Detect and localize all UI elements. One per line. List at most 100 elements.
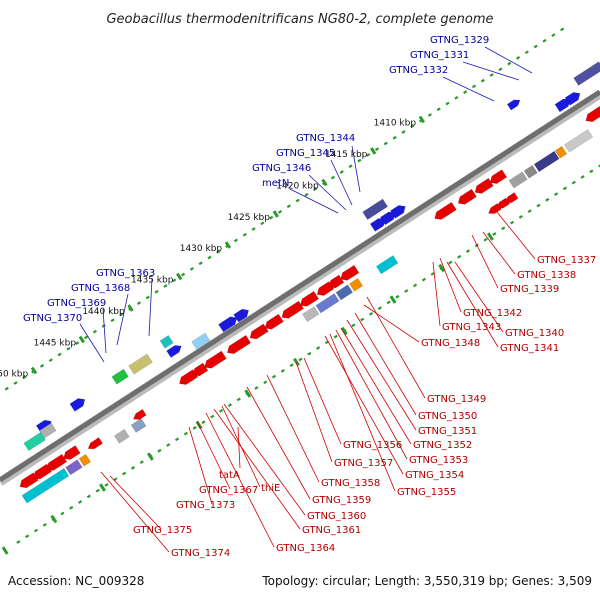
gene-feature[interactable] (63, 445, 81, 460)
gene-label[interactable]: GTNG_1352 (413, 440, 472, 451)
gene-label[interactable]: GTNG_1342 (463, 308, 522, 319)
gene-feature[interactable] (21, 467, 70, 504)
guide-dot (166, 443, 171, 447)
gene-label[interactable]: GTNG_1343 (442, 322, 501, 333)
gene-feature[interactable] (218, 316, 238, 333)
gene-feature[interactable] (362, 198, 389, 221)
gene-label[interactable]: GTNG_1339 (500, 284, 559, 295)
gene-label[interactable]: GTNG_1357 (334, 458, 393, 469)
leader-line (471, 234, 499, 289)
gene-feature[interactable] (585, 104, 600, 123)
gene-label[interactable]: GTNG_1373 (176, 500, 235, 511)
gene-feature[interactable] (564, 92, 581, 106)
leader-line (223, 403, 306, 516)
gene-feature[interactable] (132, 408, 147, 420)
gene-feature[interactable] (23, 431, 46, 452)
genome-backbone (0, 89, 600, 486)
leader-line (329, 333, 396, 492)
gene-label[interactable]: GTNG_1354 (405, 470, 464, 481)
gene-feature[interactable] (340, 264, 360, 281)
gene-feature[interactable] (434, 201, 457, 220)
gene-label[interactable]: GTNG_1360 (307, 511, 366, 522)
gene-feature[interactable] (204, 350, 227, 369)
gene-label[interactable]: GTNG_1331 (410, 50, 469, 61)
guide-dot (448, 260, 453, 265)
gene-feature[interactable] (113, 428, 130, 444)
leader-line (335, 329, 408, 460)
gene-label[interactable]: metN (262, 178, 289, 189)
gene-label[interactable]: GTNG_1355 (397, 487, 456, 498)
gene-label[interactable]: tatA (219, 470, 240, 481)
gene-feature[interactable] (166, 345, 182, 358)
gene-feature[interactable] (504, 192, 519, 204)
guide-dot (421, 277, 426, 282)
gene-label[interactable]: GTNG_1364 (276, 543, 335, 554)
gene-label[interactable]: GTNG_1361 (302, 525, 361, 536)
gene-label[interactable]: GTNG_1356 (343, 440, 402, 451)
gene-feature[interactable] (78, 453, 92, 467)
gene-label[interactable]: GTNG_1375 (133, 525, 192, 536)
gene-feature[interactable] (39, 422, 57, 439)
gene-feature[interactable] (301, 306, 320, 323)
gene-label[interactable]: thiE (261, 483, 280, 494)
gene-label[interactable]: GTNG_1348 (421, 338, 480, 349)
gene-label[interactable]: GTNG_1368 (71, 283, 130, 294)
gene-feature[interactable] (506, 99, 521, 111)
gene-label[interactable]: GTNG_1370 (23, 313, 82, 324)
gene-feature[interactable] (264, 313, 284, 330)
gene-label[interactable]: GTNG_1346 (252, 163, 311, 174)
gene-feature[interactable] (65, 459, 83, 476)
guide-dot (60, 511, 65, 516)
gene-feature[interactable] (111, 368, 129, 385)
gene-label[interactable]: GTNG_1340 (505, 328, 564, 339)
gene-label[interactable]: GTNG_1374 (171, 548, 230, 559)
gene-feature[interactable] (233, 308, 250, 323)
gene-label[interactable]: GTNG_1338 (517, 270, 576, 281)
gene-feature[interactable] (226, 334, 252, 355)
gene-label[interactable]: GTNG_1341 (500, 343, 559, 354)
gene-feature[interactable] (87, 437, 103, 450)
gene-feature[interactable] (375, 255, 399, 275)
gene-label[interactable]: GTNG_1337 (537, 255, 596, 266)
gene-feature[interactable] (457, 188, 477, 205)
gene-label[interactable]: GTNG_1345 (276, 148, 335, 159)
gene-feature[interactable] (315, 293, 340, 314)
gene-feature[interactable] (554, 145, 568, 159)
gene-feature[interactable] (573, 61, 600, 86)
gene-feature[interactable] (128, 353, 153, 375)
leader-line (363, 304, 420, 343)
gene-feature[interactable] (281, 300, 305, 319)
kbp-ticks: 1410 kbp 1415 kbp 1420 kbp 1425 kbp 1430 kbp… (0, 115, 494, 555)
leader-line (354, 312, 417, 416)
gene-feature[interactable] (489, 169, 508, 184)
gene-feature[interactable] (389, 205, 406, 219)
gene-label[interactable]: GTNG_1353 (409, 455, 468, 466)
gene-feature[interactable] (523, 164, 538, 179)
gene-feature[interactable] (299, 290, 320, 307)
guide-dot (498, 67, 503, 72)
gene-label[interactable]: GTNG_1349 (427, 394, 486, 405)
gene-label[interactable]: GTNG_1358 (321, 478, 380, 489)
gene-feature[interactable] (335, 284, 354, 301)
gene-feature[interactable] (533, 150, 560, 173)
gene-label[interactable]: GTNG_1369 (47, 298, 106, 309)
gene-label[interactable]: GTNG_1329 (430, 35, 489, 46)
gene-label[interactable]: GTNG_1332 (389, 65, 448, 76)
gene-feature[interactable] (159, 334, 174, 349)
gene-feature[interactable] (69, 398, 86, 412)
gene-feature[interactable] (349, 277, 364, 292)
guide-dot (348, 164, 353, 169)
gene-label[interactable]: GTNG_1359 (312, 495, 371, 506)
gene-label[interactable]: GTNG_1351 (418, 426, 477, 437)
guide-dot (42, 522, 47, 527)
kbp-label: 1420 kbp (276, 182, 319, 192)
gene-label[interactable]: GTNG_1350 (418, 411, 477, 422)
gene-feature[interactable] (130, 418, 147, 433)
gene-feature[interactable] (191, 332, 211, 350)
gene-feature[interactable] (563, 129, 594, 153)
gene-label[interactable]: GTNG_1367 (199, 485, 258, 496)
gene-feature[interactable] (508, 171, 528, 189)
guide-dot (360, 317, 365, 322)
gene-label[interactable]: GTNG_1344 (296, 133, 355, 144)
gene-label[interactable]: GTNG_1363 (96, 268, 155, 279)
